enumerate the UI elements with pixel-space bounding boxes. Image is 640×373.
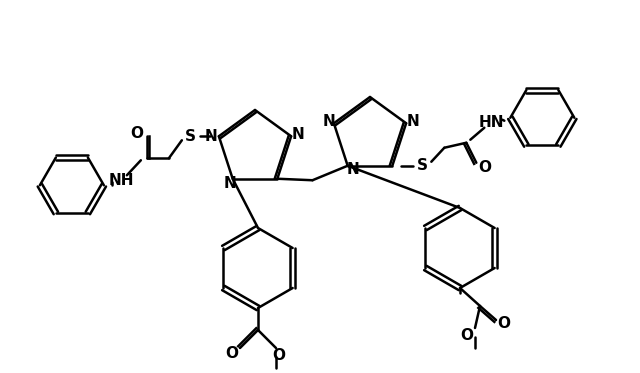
Text: S: S (186, 129, 196, 144)
Text: N: N (407, 114, 419, 129)
Text: N: N (323, 114, 335, 129)
Text: N: N (223, 176, 236, 191)
Text: O: O (461, 329, 474, 344)
Text: O: O (225, 347, 239, 361)
Text: O: O (478, 160, 491, 175)
Text: HN: HN (479, 115, 504, 130)
Text: N: N (346, 162, 359, 177)
Text: O: O (273, 348, 285, 364)
Text: O: O (497, 317, 511, 332)
Text: N: N (292, 127, 305, 142)
Text: NH: NH (109, 173, 134, 188)
Text: O: O (131, 126, 143, 141)
Text: N: N (205, 129, 217, 144)
Text: S: S (417, 158, 428, 173)
